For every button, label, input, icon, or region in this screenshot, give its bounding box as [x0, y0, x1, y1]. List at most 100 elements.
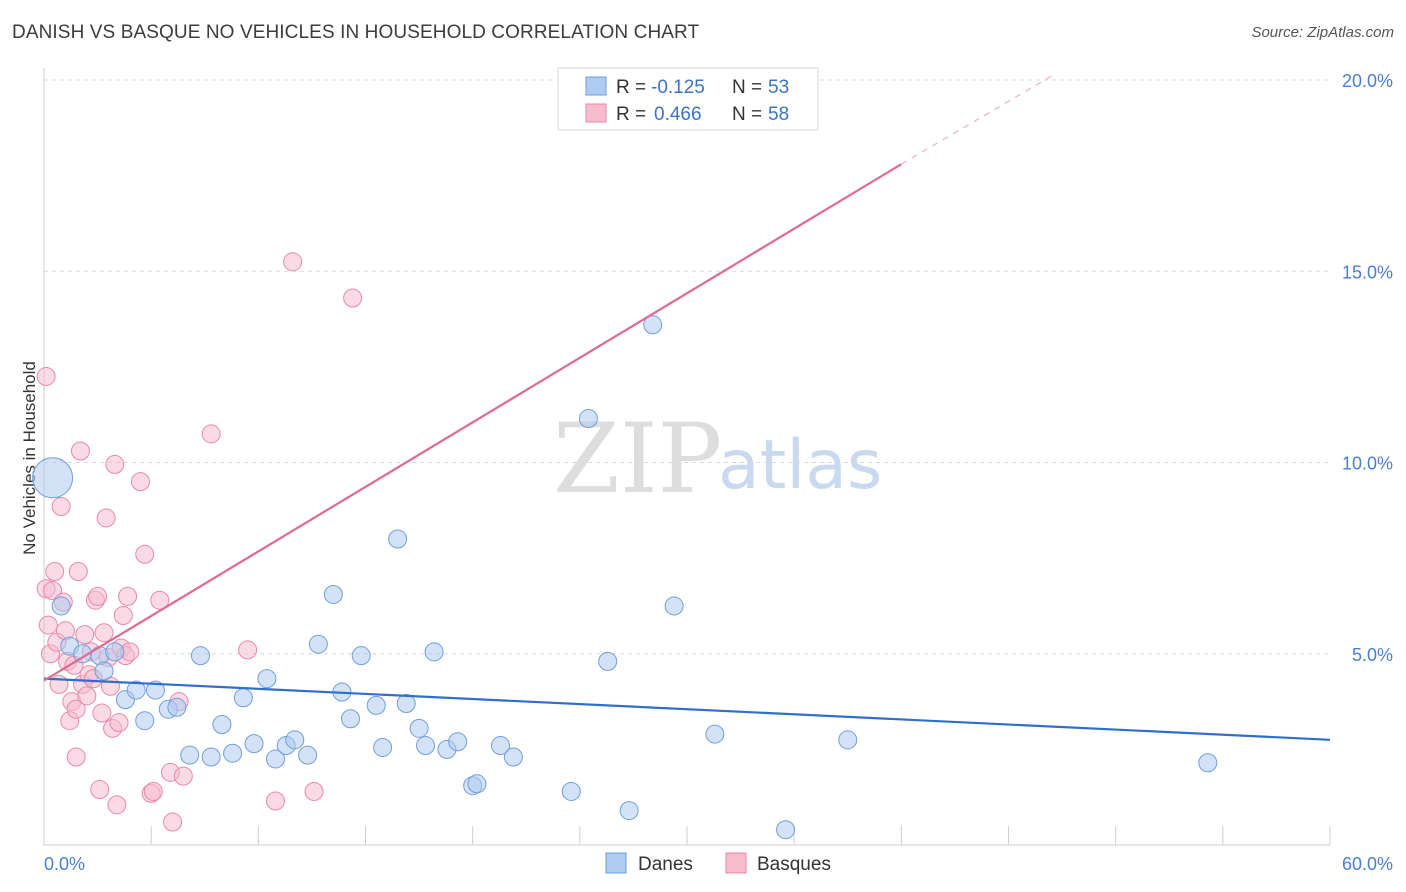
basques-point: [88, 586, 108, 606]
danes-point: [705, 724, 725, 744]
danes-point: [126, 680, 146, 700]
basques-point: [107, 795, 127, 815]
basques-point: [96, 508, 116, 528]
basques-point: [75, 625, 95, 645]
danes-point: [578, 409, 598, 429]
legend-danes-r-label: R =: [616, 77, 646, 98]
basques-point: [201, 424, 221, 444]
legend-basques-swatch: [585, 103, 607, 123]
legend-basques-r-label: R =: [616, 104, 646, 125]
basques-point: [90, 780, 110, 800]
legend-danes-n-value: 53: [768, 77, 789, 98]
bottom-legend: Danes Basques: [605, 852, 831, 875]
basques-trend-line-extension: [901, 75, 1052, 165]
danes-point: [409, 718, 429, 738]
danes-point: [323, 584, 343, 604]
danes-point: [105, 642, 125, 662]
basques-point: [130, 472, 150, 492]
danes-point: [643, 315, 663, 335]
x-axis-ticks: [150, 826, 1331, 845]
basques-point: [92, 703, 112, 723]
y-tick-label: 10.0%: [1342, 454, 1393, 474]
danes-point: [244, 734, 264, 754]
danes-point: [503, 747, 523, 767]
x-tick-label-min: 0.0%: [44, 854, 85, 874]
y-tick-label: 15.0%: [1342, 262, 1393, 282]
x-tick-label-max: 60.0%: [1342, 854, 1393, 874]
danes-point: [598, 651, 618, 671]
basques-point: [109, 713, 129, 733]
basques-point: [38, 615, 58, 635]
danes-point: [257, 669, 277, 689]
basques-point: [265, 791, 285, 811]
basques-point: [304, 781, 324, 801]
basques-point: [77, 686, 97, 706]
danes-point: [373, 737, 393, 757]
y-axis-tick-labels: 5.0% 10.0% 15.0% 20.0%: [1342, 71, 1393, 665]
danes-point: [416, 736, 436, 756]
danes-point: [285, 730, 305, 750]
danes-point: [388, 529, 408, 549]
legend-danes-n-label: N =: [732, 77, 762, 98]
legend: R = -0.125 N = 53 R = 0.466 N = 58: [557, 67, 819, 131]
danes-point: [664, 596, 684, 616]
watermark-zip: ZIP: [553, 403, 722, 515]
basques-point: [66, 747, 86, 767]
danes-point: [145, 680, 165, 700]
danes-point: [838, 730, 858, 750]
danes-point: [201, 747, 221, 767]
danes-point: [308, 634, 328, 654]
basques-point: [173, 766, 193, 786]
basques-point: [163, 812, 183, 832]
series-basques-points: [36, 70, 761, 832]
danes-point: [94, 661, 114, 681]
basques-point: [283, 252, 303, 272]
trend-lines: [43, 75, 1331, 741]
danes-point: [180, 745, 200, 765]
danes-point: [351, 646, 371, 666]
legend-basques-n-value: 58: [768, 104, 789, 125]
y-axis-label: No Vehicles in Household: [20, 361, 39, 555]
danes-point: [135, 711, 155, 731]
danes-point: [396, 693, 416, 713]
danes-point: [1198, 753, 1218, 773]
basques-point: [94, 623, 114, 643]
bottom-legend-basques-swatch: [725, 852, 747, 874]
danes-point: [491, 736, 511, 756]
legend-basques-r-value: 0.466: [654, 104, 702, 125]
danes-point: [561, 781, 581, 801]
basques-point: [51, 496, 71, 516]
basques-point: [105, 454, 125, 474]
basques-point: [143, 781, 163, 801]
danes-point: [32, 457, 74, 499]
watermark: ZIP atlas: [553, 403, 882, 515]
basques-point: [118, 586, 138, 606]
danes-trend-line: [43, 677, 1331, 741]
chart-title: DANISH VS BASQUE NO VEHICLES IN HOUSEHOL…: [12, 22, 700, 43]
danes-point: [223, 743, 243, 763]
danes-point: [298, 745, 318, 765]
danes-point: [619, 801, 639, 821]
basques-point: [135, 544, 155, 564]
basques-point: [150, 590, 170, 610]
danes-point: [366, 695, 386, 715]
legend-danes-swatch: [585, 76, 607, 96]
basques-point: [343, 288, 363, 308]
basques-point: [68, 562, 88, 582]
danes-point: [467, 774, 487, 794]
series-danes-points: [32, 315, 1218, 840]
danes-point: [167, 697, 187, 717]
danes-point: [424, 642, 444, 662]
danes-point: [265, 749, 285, 769]
gridlines: [44, 79, 1330, 655]
bottom-legend-basques-label: Basques: [757, 854, 831, 875]
y-tick-label: 5.0%: [1352, 645, 1393, 665]
bottom-legend-danes-swatch: [605, 852, 627, 874]
basques-point: [45, 562, 65, 582]
danes-point: [190, 646, 210, 666]
basques-point: [238, 640, 258, 660]
source-label: Source: ZipAtlas.com: [1251, 24, 1394, 41]
bottom-legend-danes-label: Danes: [638, 854, 693, 875]
basques-trend-line: [43, 163, 902, 682]
